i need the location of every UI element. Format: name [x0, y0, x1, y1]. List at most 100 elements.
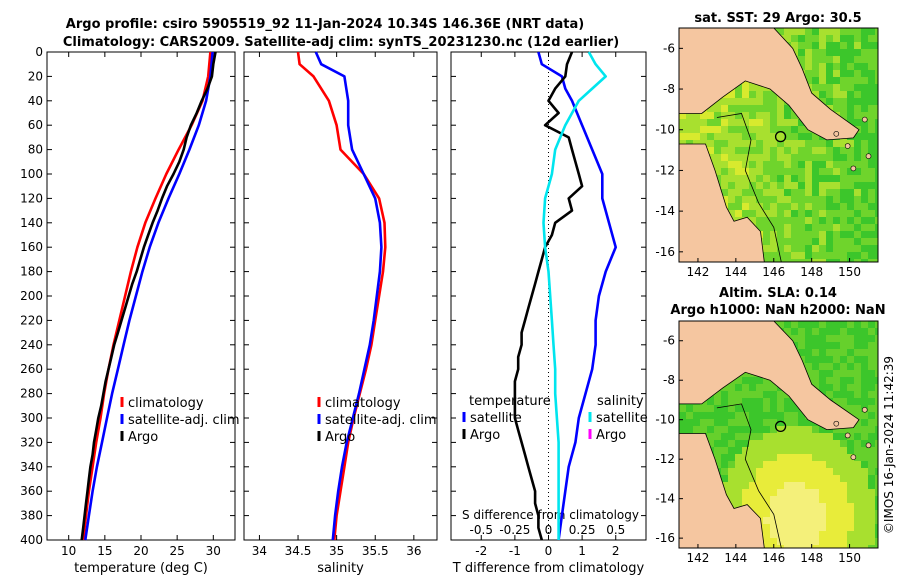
map-pixel [721, 161, 728, 168]
map-pixel [756, 154, 763, 161]
map-pixel [833, 398, 840, 405]
map-pixel [847, 545, 854, 548]
map-pixel [770, 517, 777, 524]
map-pixel [854, 140, 861, 147]
map-pixel [756, 196, 763, 203]
map-pixel [756, 398, 763, 405]
map-pixel [833, 328, 840, 335]
map-pixel [819, 503, 826, 510]
map-pixel [819, 468, 826, 475]
map-pixel [749, 377, 756, 384]
map-pixel [833, 356, 840, 363]
map-pixel [770, 91, 777, 98]
map-pixel [868, 147, 875, 154]
map-pixel [854, 447, 861, 454]
map-pixel [812, 196, 819, 203]
map-pixel [791, 154, 798, 161]
map-pixel [798, 342, 805, 349]
map-pixel [812, 489, 819, 496]
map-pixel [721, 168, 728, 175]
map-pixel [798, 531, 805, 538]
map-pixel [805, 252, 812, 259]
map-pixel [833, 510, 840, 517]
map-pixel [819, 56, 826, 63]
map-pixel [875, 377, 878, 384]
map-pixel [868, 161, 875, 168]
map-pixel [868, 238, 875, 245]
map-pixel [854, 119, 861, 126]
map-pixel [756, 147, 763, 154]
map-pixel [833, 531, 840, 538]
map-pixel [854, 252, 861, 259]
map-pixel [854, 398, 861, 405]
map-pixel [819, 363, 826, 370]
map-pixel [868, 412, 875, 419]
map-pixel [742, 496, 749, 503]
map-pixel [763, 105, 770, 112]
map-pixel [854, 384, 861, 391]
y-tick-label: 20 [28, 69, 43, 83]
map-pixel [784, 440, 791, 447]
map-pixel [847, 475, 854, 482]
map-pixel [791, 245, 798, 252]
map-pixel [805, 70, 812, 77]
map-pixel [728, 133, 735, 140]
map-pixel [812, 245, 819, 252]
map-pixel [854, 405, 861, 412]
map-pixel [854, 70, 861, 77]
map-pixel [854, 28, 861, 35]
map-pixel [749, 203, 756, 210]
y-tick-label: 280 [20, 387, 43, 401]
map-pixel [798, 440, 805, 447]
map-pixel [721, 105, 728, 112]
map-pixel [875, 538, 878, 545]
map-pixel [854, 503, 861, 510]
map-pixel [791, 238, 798, 245]
map-pixel [791, 126, 798, 133]
island [850, 454, 857, 461]
map-pixel [854, 545, 861, 548]
map-pixel [833, 245, 840, 252]
map-pixel [763, 133, 770, 140]
map-pixel [833, 538, 840, 545]
map-pixel [679, 119, 686, 126]
map-pixel [875, 189, 878, 196]
map-pixel [756, 454, 763, 461]
map-pixel [749, 391, 756, 398]
map-pixel [791, 161, 798, 168]
map-pixel [868, 377, 875, 384]
map-pixel [826, 210, 833, 217]
map-pixel [812, 210, 819, 217]
map-pixel [763, 98, 770, 105]
y-tick-label: 160 [20, 240, 43, 254]
map-pixel [749, 112, 756, 119]
map-pixel [798, 545, 805, 548]
map-pixel [756, 426, 763, 433]
map-pixel [763, 168, 770, 175]
map-pixel [847, 377, 854, 384]
map-pixel [819, 524, 826, 531]
map-pixel [805, 35, 812, 42]
map-pixel [840, 196, 847, 203]
map-pixel [833, 321, 840, 328]
map-pixel [875, 98, 878, 105]
map-pixel [763, 391, 770, 398]
map-pixel [700, 412, 707, 419]
map-pixel [819, 189, 826, 196]
map-pixel [854, 461, 861, 468]
map-pixel [868, 356, 875, 363]
map-pixel [812, 363, 819, 370]
legend-label: satellite-adj. clim [128, 413, 240, 428]
map-pixel [847, 77, 854, 84]
map-pixel [819, 147, 826, 154]
map-pixel [763, 454, 770, 461]
map-pixel [777, 391, 784, 398]
map-pixel [756, 461, 763, 468]
map-pixel [777, 524, 784, 531]
map-pixel [847, 238, 854, 245]
map-pixel [784, 140, 791, 147]
argo-location-marker [774, 131, 787, 143]
map-pixel [847, 342, 854, 349]
map-pixel [847, 321, 854, 328]
map-pixel [875, 356, 878, 363]
